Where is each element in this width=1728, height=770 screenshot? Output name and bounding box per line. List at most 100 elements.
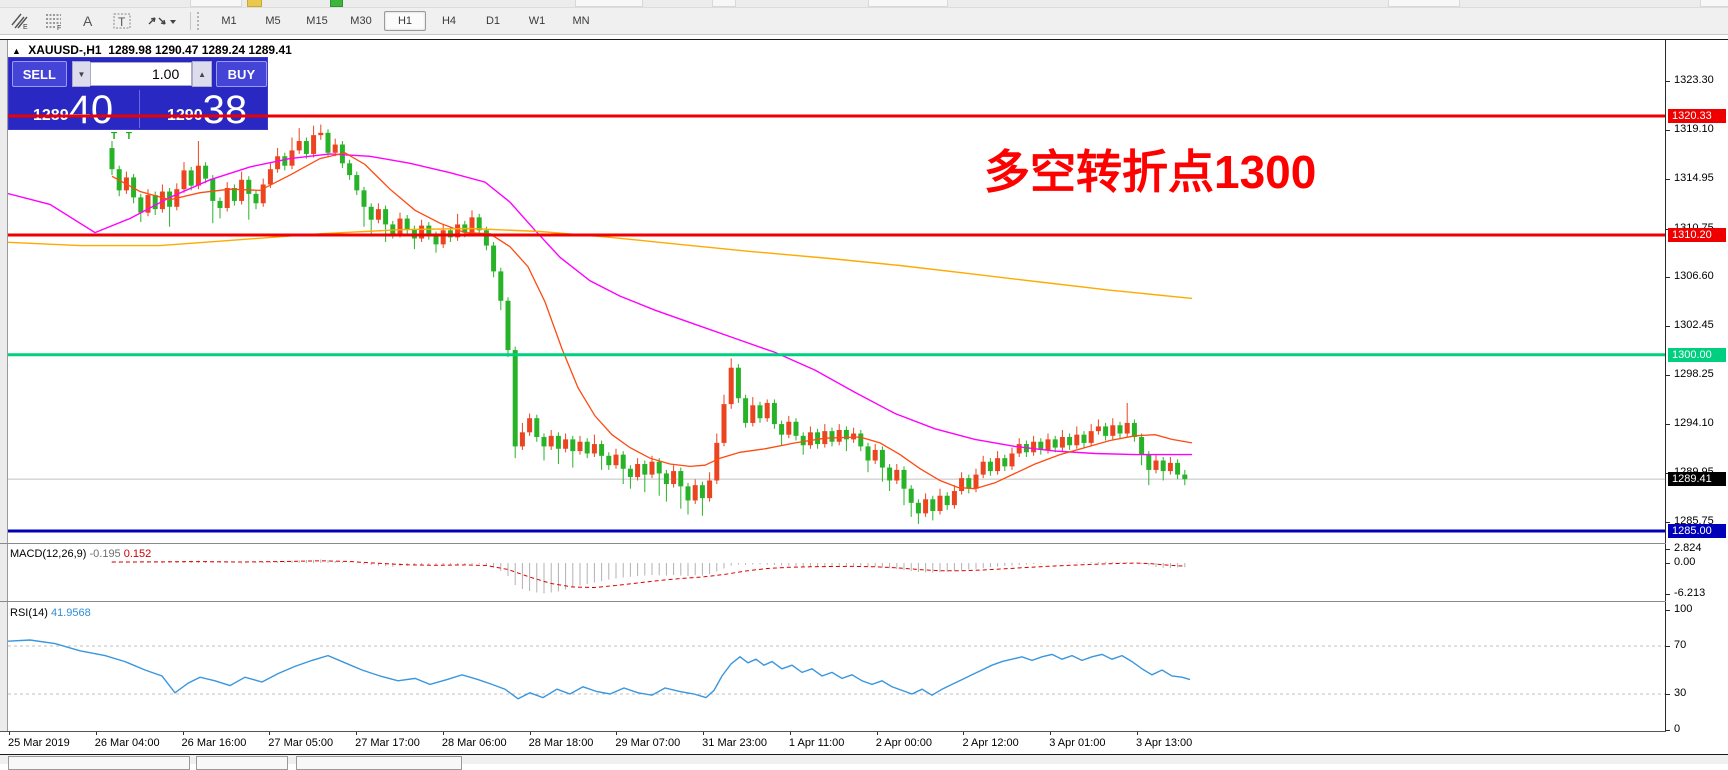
toolbar: E F A T M1 M5 M15 M30 H1 H4 D1 W1 MN bbox=[0, 8, 1728, 35]
rsi-panel-splitter[interactable] bbox=[0, 601, 1728, 602]
price-badge-1310.20: 1310.20 bbox=[1668, 227, 1726, 242]
price-tick-label: 1323.30 bbox=[1674, 74, 1714, 87]
axis-tick bbox=[1666, 610, 1670, 611]
timeframe-button-m15[interactable]: M15 bbox=[306, 15, 328, 27]
rsi-tick-label: 30 bbox=[1674, 687, 1687, 699]
buy-price[interactable]: 1290 38 bbox=[167, 88, 247, 130]
chart-tab-bar bbox=[0, 755, 1728, 770]
macd-main-value: -0.195 bbox=[89, 548, 121, 560]
chart-tab[interactable] bbox=[296, 756, 462, 770]
one-click-trade-panel: SELL ▼ ▲ BUY 1289 40 1290 38 bbox=[8, 57, 268, 130]
time-tick bbox=[269, 732, 271, 735]
sell-button[interactable]: SELL bbox=[12, 61, 67, 87]
axis-tick bbox=[1666, 179, 1670, 181]
symbol-title[interactable]: ▲ XAUUSD-,H1 1289.98 1290.47 1289.24 128… bbox=[12, 43, 292, 57]
timeframe-button-h4[interactable]: H4 bbox=[441, 15, 457, 27]
axis-tick bbox=[1666, 522, 1670, 524]
time-tick bbox=[703, 732, 705, 735]
timeframe-button-mn[interactable]: MN bbox=[572, 15, 590, 27]
chart-tab[interactable] bbox=[8, 756, 190, 770]
time-label: 3 Apr 13:00 bbox=[1136, 737, 1193, 749]
toolbar-fragment bbox=[190, 0, 242, 7]
sell-price-integer: 1289 bbox=[33, 107, 69, 124]
window-bottom-border bbox=[0, 754, 1728, 755]
macd-tick-label: 2.824 bbox=[1674, 541, 1702, 554]
toolbar-fragment bbox=[1700, 0, 1728, 7]
macd-tick-label: 0.00 bbox=[1674, 556, 1696, 568]
arrows-dropdown-icon[interactable] bbox=[142, 9, 180, 33]
timeframe-button-m30[interactable]: M30 bbox=[350, 15, 372, 27]
time-tick bbox=[1137, 732, 1138, 735]
time-label: 27 Mar 05:00 bbox=[268, 737, 334, 749]
axis-tick bbox=[1666, 563, 1670, 564]
time-label: 28 Mar 18:00 bbox=[528, 737, 594, 749]
toolbar-separator bbox=[190, 12, 191, 30]
time-tick bbox=[1050, 732, 1052, 735]
time-label: 26 Mar 16:00 bbox=[181, 737, 247, 749]
time-axis-border bbox=[0, 731, 1728, 732]
time-label: 29 Mar 07:00 bbox=[615, 737, 681, 749]
time-tick bbox=[529, 732, 531, 735]
axis-tick bbox=[1666, 130, 1670, 132]
rsi-label: RSI(14) 41.9568 bbox=[10, 607, 91, 619]
macd-tick-label: -6.213 bbox=[1674, 587, 1706, 600]
timeframe-button-d1[interactable]: D1 bbox=[485, 15, 501, 27]
axis-tick bbox=[1666, 81, 1670, 83]
time-label: 25 Mar 2019 bbox=[8, 737, 70, 749]
current-price-badge: 1289.41 bbox=[1668, 472, 1726, 487]
chart-tab[interactable] bbox=[196, 756, 288, 770]
price-tick-label: 1319.10 bbox=[1674, 123, 1714, 136]
price-tick-label: 1306.60 bbox=[1674, 270, 1714, 283]
volume-decrease-button[interactable]: ▼ bbox=[71, 61, 91, 87]
buy-price-pips: 38 bbox=[202, 88, 248, 132]
time-tick bbox=[356, 732, 358, 735]
time-axis[interactable]: 25 Mar 2019 26 Mar 04:00 26 Mar 16:00 27 Ma… bbox=[0, 732, 1728, 754]
rsi-tick-label: 100 bbox=[1674, 603, 1693, 615]
macd-panel-splitter[interactable] bbox=[0, 543, 1728, 544]
price-axis[interactable]: 1323.301319.101314.951310.751306.601302.… bbox=[1666, 40, 1728, 754]
axis-tick bbox=[1666, 424, 1670, 426]
text-label-icon[interactable]: A bbox=[74, 9, 102, 33]
green-icon-fragment bbox=[330, 0, 343, 7]
timeframe-button-w1[interactable]: W1 bbox=[528, 15, 546, 27]
time-label: 3 Apr 01:00 bbox=[1049, 737, 1106, 749]
toolbar-drag-handle[interactable] bbox=[197, 12, 203, 30]
time-tick bbox=[963, 732, 965, 735]
chart-window-top-border bbox=[0, 39, 1728, 40]
yellow-icon-fragment bbox=[247, 0, 262, 7]
price-axis-border bbox=[1665, 40, 1666, 754]
volume-input[interactable] bbox=[90, 62, 193, 86]
top-toolbar-sliver bbox=[0, 0, 1728, 8]
time-tick bbox=[95, 732, 97, 735]
ohlc-values: 1289.98 1290.47 1289.24 1289.41 bbox=[108, 43, 292, 57]
svg-text:A: A bbox=[83, 13, 93, 29]
time-tick bbox=[616, 732, 618, 735]
volume-increase-button[interactable]: ▲ bbox=[192, 61, 212, 87]
collapse-triangle-icon[interactable]: ▲ bbox=[12, 46, 21, 56]
chart-background bbox=[8, 40, 1728, 754]
macd-signal-value: 0.152 bbox=[123, 548, 152, 560]
price-tick-label: 1314.95 bbox=[1674, 172, 1714, 185]
equidistant-channel-icon[interactable]: E bbox=[6, 9, 34, 33]
sell-price-pips: 40 bbox=[68, 88, 114, 132]
chart-window-left-edge bbox=[0, 40, 8, 755]
axis-tick bbox=[1666, 730, 1670, 731]
timeframe-button-m5[interactable]: M5 bbox=[265, 15, 281, 27]
time-label: 31 Mar 23:00 bbox=[702, 737, 767, 749]
sell-price[interactable]: 1289 40 bbox=[33, 88, 113, 130]
rsi-tick-label: 70 bbox=[1674, 639, 1687, 651]
timeframe-button-m1[interactable]: M1 bbox=[221, 15, 237, 27]
chart-annotation-text[interactable]: 多空转折点1300 bbox=[984, 146, 1317, 198]
price-tick-label: 1302.45 bbox=[1674, 319, 1714, 332]
trade-panel-divider bbox=[139, 90, 140, 128]
time-label: 28 Mar 06:00 bbox=[441, 737, 507, 749]
time-label: 1 Apr 11:00 bbox=[788, 737, 845, 749]
price-badge-1285.00: 1285.00 bbox=[1668, 523, 1726, 538]
time-label: 27 Mar 17:00 bbox=[355, 737, 420, 749]
timeframe-button-h1[interactable]: H1 bbox=[384, 11, 426, 31]
price-badge-1300.00: 1300.00 bbox=[1668, 347, 1726, 362]
text-icon[interactable]: T bbox=[108, 9, 136, 33]
time-tick bbox=[9, 732, 10, 735]
buy-button[interactable]: BUY bbox=[215, 61, 267, 87]
fibonacci-retracement-icon[interactable]: F bbox=[40, 9, 68, 33]
